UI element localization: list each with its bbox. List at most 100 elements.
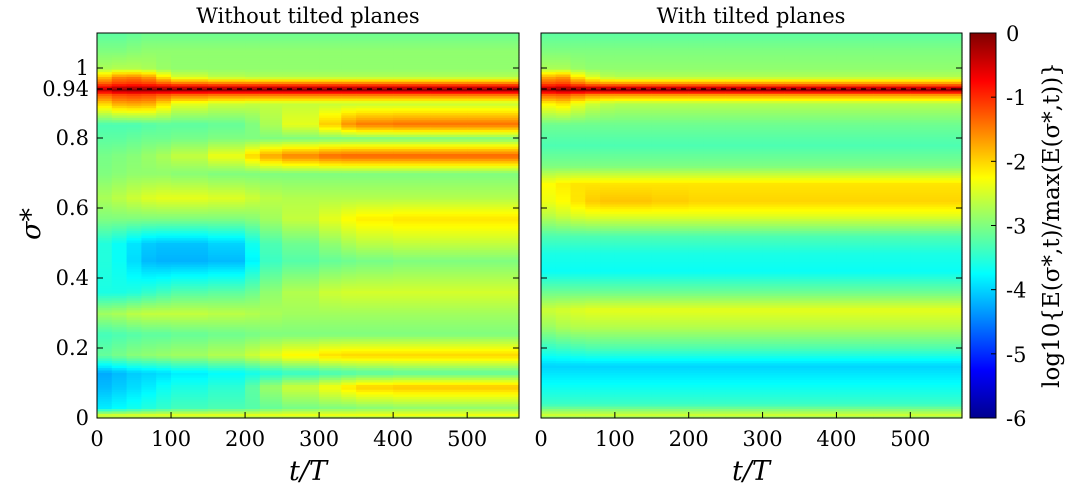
heatmap-cell: [141, 278, 157, 282]
heatmap-cell: [762, 348, 786, 352]
heatmap-cell: [341, 393, 357, 397]
heatmap-cell: [111, 153, 128, 157]
heatmap-cell: [97, 81, 113, 85]
heatmap-cell: [555, 268, 572, 272]
heatmap-cell: [688, 211, 705, 215]
heatmap-cell: [97, 187, 113, 191]
heatmap-cell: [356, 316, 394, 320]
heatmap-cell: [467, 69, 520, 73]
heatmap-cell: [126, 155, 143, 159]
heatmap-cell: [703, 189, 727, 193]
heatmap-cell: [259, 410, 283, 414]
heatmap-cell: [393, 124, 431, 128]
heatmap-cell: [245, 333, 261, 337]
heatmap-cell: [541, 324, 557, 328]
heatmap-cell: [651, 304, 690, 308]
heatmap-cell: [570, 304, 586, 308]
heatmap-cell: [245, 102, 261, 106]
heatmap-cell: [725, 124, 764, 128]
heatmap-cell: [784, 100, 801, 104]
heatmap-cell: [97, 326, 113, 330]
heatmap-cell: [156, 389, 172, 393]
heatmap-cell: [799, 278, 838, 282]
heatmap-cell: [651, 90, 690, 94]
heatmap-cell: [356, 295, 394, 299]
heatmap-cell: [467, 102, 520, 106]
heatmap-cell: [688, 119, 705, 123]
heatmap-cell: [356, 42, 394, 46]
heatmap-cell: [97, 230, 113, 234]
heatmap-cell: [836, 237, 874, 241]
heatmap-cell: [762, 117, 786, 121]
heatmap-cell: [126, 124, 143, 128]
heatmap-cell: [762, 218, 786, 222]
heatmap-cell: [208, 278, 246, 282]
heatmap-cell: [570, 184, 586, 188]
heatmap-cell: [430, 184, 468, 188]
heatmap-cell: [585, 208, 601, 212]
heatmap-cell: [555, 102, 572, 106]
heatmap-cell: [725, 174, 764, 178]
heatmap-cell: [141, 194, 157, 198]
heatmap-cell: [356, 256, 394, 260]
heatmap-cell: [171, 292, 209, 296]
heatmap-cell: [784, 220, 801, 224]
heatmap-cell: [430, 199, 468, 203]
heatmap-cell: [245, 182, 261, 186]
heatmap-cell: [171, 348, 209, 352]
heatmap-cell: [245, 81, 261, 85]
heatmap-cell: [341, 97, 357, 101]
heatmap-cell: [430, 355, 468, 359]
heatmap-cell: [341, 239, 357, 243]
heatmap-cell: [762, 386, 786, 390]
heatmap-cell: [762, 251, 786, 255]
heatmap-cell: [614, 88, 653, 92]
heatmap-cell: [111, 88, 128, 92]
heatmap-cell: [585, 78, 601, 82]
heatmap-cell: [319, 300, 342, 304]
heatmap-cell: [111, 119, 128, 123]
heatmap-cell: [126, 256, 143, 260]
heatmap-cell: [873, 124, 911, 128]
heatmap-cell: [541, 148, 557, 152]
heatmap-cell: [703, 307, 727, 311]
heatmap-cell: [570, 66, 586, 70]
heatmap-cell: [688, 110, 705, 114]
heatmap-cell: [725, 389, 764, 393]
heatmap-cell: [259, 302, 283, 306]
heatmap-cell: [541, 66, 557, 70]
heatmap-cell: [97, 88, 113, 92]
heatmap-cell: [836, 105, 874, 109]
heatmap-cell: [393, 331, 431, 335]
heatmap-cell: [614, 201, 653, 205]
heatmap-cell: [555, 307, 572, 311]
heatmap-cell: [393, 336, 431, 340]
heatmap-cell: [836, 225, 874, 229]
heatmap-cell: [688, 321, 705, 325]
heatmap-cell: [614, 391, 653, 395]
heatmap-cell: [762, 408, 786, 412]
heatmap-cell: [171, 408, 209, 412]
heatmap-cell: [873, 290, 911, 294]
heatmap-cell: [762, 189, 786, 193]
heatmap-cell: [341, 324, 357, 328]
heatmap-cell: [651, 398, 690, 402]
heatmap-cell: [282, 251, 320, 255]
heatmap-cell: [171, 401, 209, 405]
heatmap-cell: [430, 160, 468, 164]
y-tick-label: 0.8: [56, 126, 89, 150]
heatmap-cell: [467, 408, 520, 412]
heatmap-cell: [259, 319, 283, 323]
heatmap-cell: [208, 81, 246, 85]
heatmap-cell: [141, 52, 157, 56]
heatmap-cell: [97, 384, 113, 388]
heatmap-cell: [799, 377, 838, 381]
heatmap-cell: [467, 105, 520, 109]
heatmap-cell: [141, 187, 157, 191]
heatmap-cell: [208, 129, 246, 133]
heatmap-cell: [762, 343, 786, 347]
heatmap-cell: [688, 408, 705, 412]
heatmap-cell: [725, 146, 764, 150]
heatmap-cell: [245, 264, 261, 268]
